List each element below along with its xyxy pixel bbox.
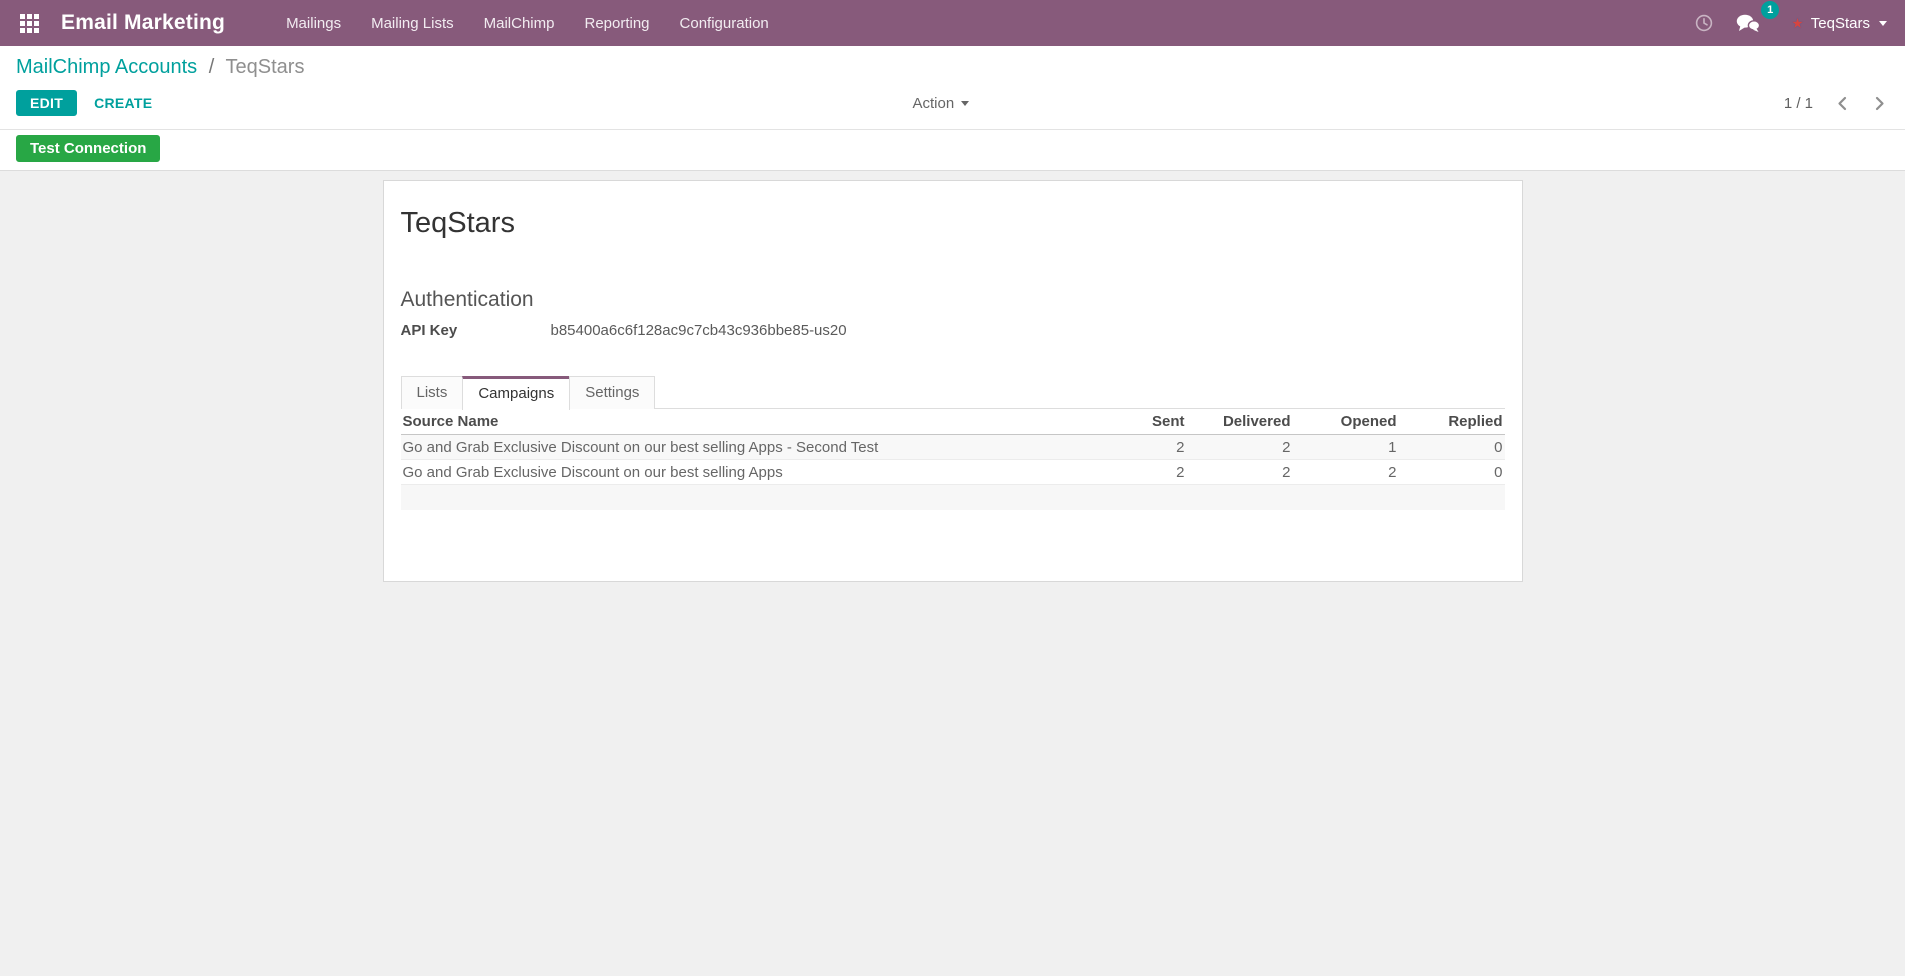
breadcrumb-current: TeqStars xyxy=(225,56,305,78)
breadcrumb-mailchimp-accounts[interactable]: MailChimp Accounts xyxy=(16,56,198,78)
cell-delivered: 2 xyxy=(1282,463,1291,481)
breadcrumb: MailChimp Accounts / TeqStars xyxy=(16,56,1889,79)
action-dropdown[interactable]: Action xyxy=(913,95,970,112)
authentication-section-title: Authentication xyxy=(400,288,534,311)
clock-icon xyxy=(1696,14,1713,32)
top-navbar: Email Marketing Mailings Mailing Lists M… xyxy=(0,0,1905,46)
nav-item-mailings[interactable]: Mailings xyxy=(286,14,342,32)
tab-campaigns[interactable]: Campaigns xyxy=(462,376,571,410)
campaigns-table: Source Name Sent Delivered Opened Replie… xyxy=(400,409,1505,510)
header-sent: Sent xyxy=(1151,413,1185,430)
cell-delivered: 2 xyxy=(1282,438,1291,456)
tab-settings[interactable]: Settings xyxy=(569,376,656,409)
form-sheet: TeqStars Authentication API Key b85400a6… xyxy=(382,180,1523,582)
tab-lists[interactable]: Lists xyxy=(400,376,464,409)
content-area: TeqStars Authentication API Key b85400a6… xyxy=(0,171,1905,976)
header-replied: Replied xyxy=(1448,413,1503,430)
apps-menu-button[interactable] xyxy=(0,0,61,46)
cell-replied: 0 xyxy=(1494,463,1503,481)
chevron-right-icon xyxy=(1875,96,1884,110)
table-row[interactable]: Go and Grab Exclusive Discount on our be… xyxy=(400,460,1505,485)
user-menu[interactable]: ★ TeqStars xyxy=(1777,0,1891,46)
table-row[interactable]: Go and Grab Exclusive Discount on our be… xyxy=(400,435,1505,460)
create-button[interactable]: CREATE xyxy=(81,90,165,116)
form-statusbar: Test Connection xyxy=(0,130,1905,171)
action-label: Action xyxy=(912,94,955,112)
cell-opened: 2 xyxy=(1388,463,1397,481)
message-count-badge: 1 xyxy=(1761,1,1780,19)
api-key-field-row: API Key b85400a6c6f128ac9c7cb43c936bbe85… xyxy=(401,322,1505,339)
pager-next-button[interactable] xyxy=(1873,94,1887,113)
nav-item-configuration[interactable]: Configuration xyxy=(679,14,769,32)
api-key-label: API Key xyxy=(400,322,458,339)
chevron-left-icon xyxy=(1838,96,1847,110)
app-title[interactable]: Email Marketing xyxy=(61,11,226,34)
main-menu: Mailings Mailing Lists MailChimp Reporti… xyxy=(271,0,784,46)
cell-sent: 2 xyxy=(1176,438,1185,456)
record-title: TeqStars xyxy=(400,207,515,239)
chevron-down-icon xyxy=(1879,20,1887,26)
cell-replied: 0 xyxy=(1494,438,1503,456)
chat-bubbles-icon xyxy=(1737,14,1761,32)
api-key-value: b85400a6c6f128ac9c7cb43c936bbe85-us20 xyxy=(550,322,847,339)
pager-previous-button[interactable] xyxy=(1835,94,1849,113)
messages-button[interactable]: 1 xyxy=(1729,1,1780,39)
pager-value: 1 / 1 xyxy=(1783,94,1813,112)
nav-item-mailchimp[interactable]: MailChimp xyxy=(483,14,555,32)
chevron-down-icon xyxy=(961,100,970,106)
notebook-tabs: Lists Campaigns Settings xyxy=(400,375,1505,410)
header-delivered: Delivered xyxy=(1222,413,1291,430)
cell-sent: 2 xyxy=(1176,463,1185,481)
apps-grid-icon xyxy=(20,13,39,33)
user-avatar: ★ xyxy=(1791,15,1804,31)
cell-source-name: Go and Grab Exclusive Discount on our be… xyxy=(402,438,879,456)
activities-button[interactable] xyxy=(1689,8,1719,38)
cell-source-name: Go and Grab Exclusive Discount on our be… xyxy=(402,463,783,481)
edit-button[interactable]: EDIT xyxy=(16,90,78,116)
header-opened: Opened xyxy=(1340,413,1397,430)
user-name: TeqStars xyxy=(1810,14,1870,32)
test-connection-button[interactable]: Test Connection xyxy=(16,135,161,162)
cell-opened: 1 xyxy=(1388,438,1397,456)
breadcrumb-separator: / xyxy=(208,56,215,78)
nav-item-mailing-lists[interactable]: Mailing Lists xyxy=(371,14,454,32)
table-header-row: Source Name Sent Delivered Opened Replie… xyxy=(400,409,1505,435)
nav-item-reporting[interactable]: Reporting xyxy=(584,14,650,32)
header-source-name: Source Name xyxy=(402,413,499,430)
table-row-empty xyxy=(400,485,1505,510)
control-panel: MailChimp Accounts / TeqStars EDIT CREAT… xyxy=(0,46,1905,130)
